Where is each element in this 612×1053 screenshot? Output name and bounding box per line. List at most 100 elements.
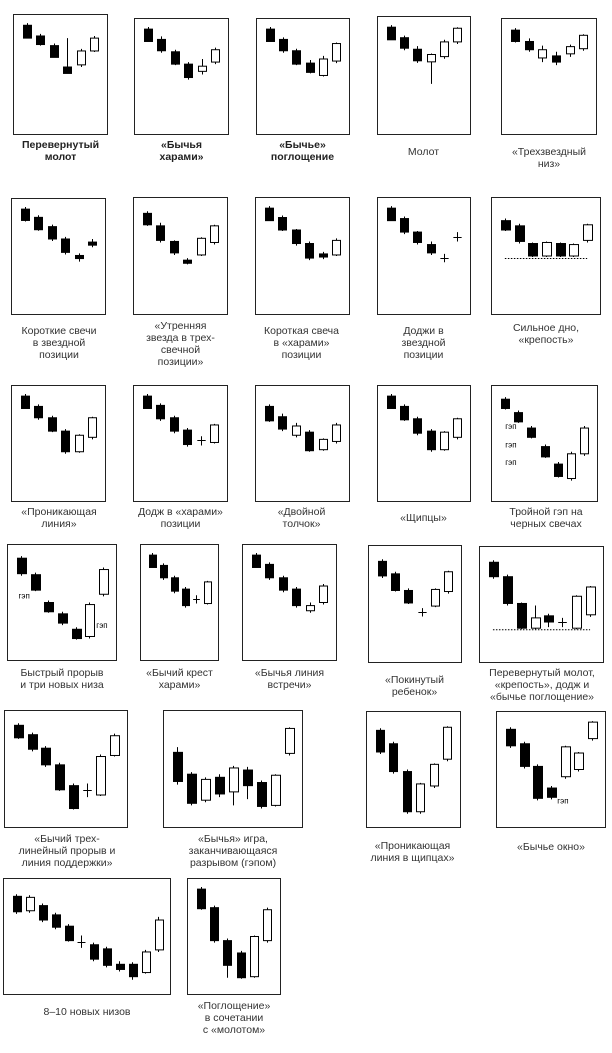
bullish-candle	[229, 767, 239, 793]
pattern-chart: гэп гэп гэп	[501, 397, 589, 481]
bearish-candle	[400, 405, 409, 421]
bearish-candle	[171, 51, 180, 65]
bearish-candle	[48, 417, 57, 432]
bearish-candle	[41, 747, 51, 766]
bullish-candle	[271, 774, 281, 806]
pattern-panel	[163, 710, 303, 828]
pattern-chart	[489, 560, 596, 631]
bearish-candle	[21, 208, 30, 221]
pattern-caption: «Бычья харами»	[159, 139, 204, 163]
pattern-panel	[491, 197, 601, 315]
pattern-panel	[11, 198, 106, 315]
bearish-candle	[279, 577, 288, 591]
pattern-caption: Сильное дно, «крепость»	[512, 322, 580, 346]
bullish-candle	[531, 617, 541, 629]
pattern-caption: «Бычье» поглощение	[270, 139, 335, 163]
pattern-chart	[265, 404, 341, 452]
bearish-candle	[58, 613, 68, 624]
bullish-candle	[77, 50, 86, 66]
bearish-candle	[265, 405, 274, 422]
bullish-candle	[443, 726, 452, 760]
bearish-candle	[31, 574, 41, 591]
bullish-candle	[75, 434, 84, 453]
pattern-chart	[21, 394, 97, 454]
bearish-candle	[403, 771, 412, 813]
bearish-candle	[292, 229, 301, 245]
bullish-candle	[574, 752, 584, 770]
bearish-candle	[28, 734, 38, 750]
bearish-candle	[305, 243, 314, 259]
bearish-candle	[143, 212, 152, 226]
pattern-chart	[265, 206, 341, 261]
bullish-candle	[319, 585, 328, 603]
bearish-candle	[17, 557, 27, 575]
bullish-candle	[142, 951, 151, 974]
pattern-chart	[143, 211, 219, 265]
bullish-candle	[572, 595, 582, 629]
bullish-candle	[285, 727, 295, 754]
pattern-chart	[14, 723, 120, 810]
bearish-candle	[544, 615, 554, 623]
bearish-candle	[103, 948, 112, 966]
gap-label: гэп	[557, 796, 568, 805]
pattern-panel	[479, 546, 604, 663]
bearish-candle	[237, 952, 246, 979]
pattern-chart	[143, 394, 219, 447]
pattern-chart	[387, 206, 462, 263]
bearish-candle	[376, 729, 385, 753]
bearish-candle	[278, 217, 287, 231]
bearish-candle	[183, 429, 192, 446]
bullish-candle	[96, 756, 106, 796]
bullish-candle	[538, 49, 547, 59]
bullish-candle	[583, 224, 593, 241]
pattern-caption: «Бычий крест харами»	[146, 667, 213, 691]
bearish-candle	[75, 254, 84, 260]
bearish-candle	[278, 416, 287, 430]
bearish-candle	[215, 776, 225, 795]
bullish-candle	[444, 571, 453, 593]
gap-label: гэп	[19, 591, 30, 600]
bearish-candle	[50, 45, 59, 58]
bullish-candle	[588, 721, 598, 740]
bullish-candle	[567, 453, 576, 480]
bullish-candle	[201, 778, 211, 801]
pattern-panel	[140, 544, 219, 661]
pattern-chart	[511, 28, 588, 66]
bullish-candle	[210, 225, 219, 243]
bullish-candle	[579, 34, 588, 50]
bullish-candle	[90, 37, 99, 52]
pattern-chart	[197, 887, 272, 979]
bullish-candle	[319, 438, 328, 451]
gap-label: гэп	[505, 441, 516, 450]
bullish-candle	[332, 239, 341, 256]
bearish-candle	[149, 554, 157, 568]
bullish-candle	[580, 427, 589, 455]
bearish-candle	[387, 26, 396, 41]
bearish-candle	[413, 418, 422, 434]
bearish-candle	[116, 963, 125, 970]
pattern-chart	[173, 727, 295, 809]
bullish-candle	[99, 569, 109, 595]
bearish-candle	[292, 588, 301, 607]
bullish-candle	[250, 936, 259, 978]
bullish-candle	[586, 586, 596, 616]
pattern-chart	[144, 27, 220, 80]
bearish-candle	[13, 895, 22, 913]
bearish-candle	[556, 243, 566, 257]
bullish-candle	[566, 46, 575, 55]
pattern-caption: Короткие свечи в звездной позиции	[21, 325, 97, 361]
bearish-candle	[391, 573, 400, 591]
pattern-caption: «Трехзвездный низ»	[511, 146, 587, 170]
bearish-candle	[387, 207, 396, 222]
bearish-candle	[69, 785, 79, 810]
bearish-candle	[257, 782, 267, 807]
bullish-candle	[427, 54, 436, 63]
bearish-candle	[541, 446, 550, 458]
bearish-candle	[61, 238, 70, 253]
bearish-candle	[36, 35, 45, 46]
pattern-chart	[376, 726, 452, 814]
pattern-panel	[133, 197, 228, 315]
bearish-candle	[413, 48, 422, 62]
bearish-candle	[61, 430, 70, 453]
bearish-candle	[252, 554, 261, 568]
